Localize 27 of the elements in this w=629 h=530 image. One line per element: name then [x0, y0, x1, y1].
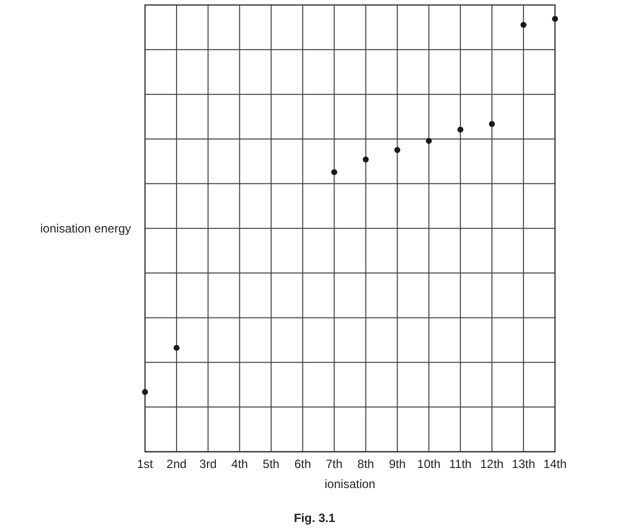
point: [426, 138, 432, 144]
x-tick-label: 4th: [231, 457, 248, 471]
x-tick-label: 3rd: [199, 457, 217, 471]
x-tick-label: 6th: [294, 457, 312, 471]
y-axis-title: ionisation energy: [40, 221, 131, 236]
x-tick-label: 8th: [357, 457, 374, 471]
x-tick-label: 1st: [136, 457, 154, 471]
point: [520, 22, 526, 28]
x-tick-label: 14th: [543, 457, 567, 471]
x-tick-label: 7th: [326, 457, 343, 471]
x-tick-label: 12th: [480, 457, 504, 471]
point: [174, 344, 180, 351]
point: [394, 147, 400, 153]
x-axis-title: ionisation: [324, 477, 376, 491]
x-tick-label: 13th: [512, 457, 536, 471]
point: [331, 169, 338, 176]
point: [488, 121, 495, 128]
point: [552, 16, 558, 22]
point: [457, 126, 464, 133]
point: [362, 156, 369, 163]
point: [142, 388, 148, 395]
x-tick-label: 2nd: [166, 457, 187, 471]
x-tick-label: 11th: [449, 457, 472, 471]
x-tick-label: 10th: [417, 457, 441, 471]
x-tick-label: 9th: [388, 457, 406, 471]
caption: Fig. 3.1: [294, 511, 336, 525]
x-tick-label: 5th: [262, 457, 280, 471]
